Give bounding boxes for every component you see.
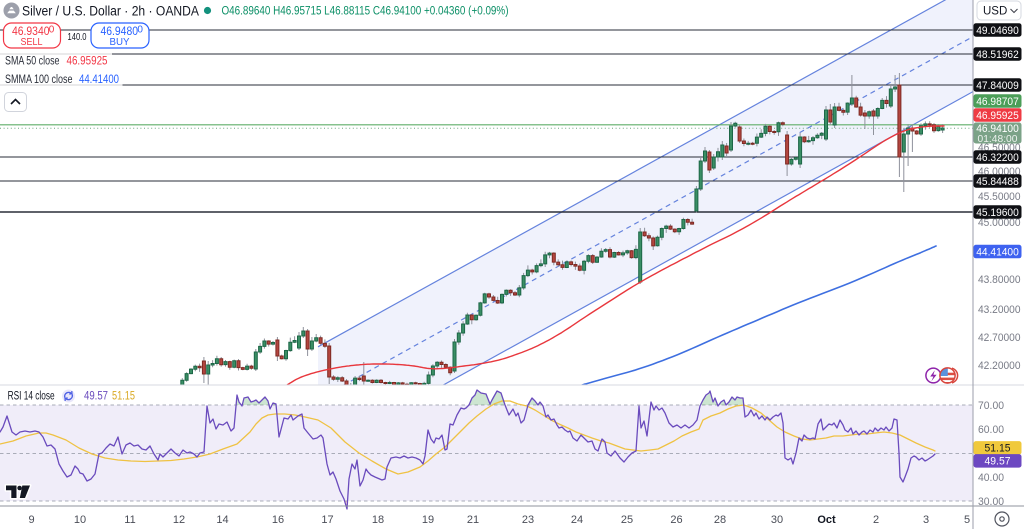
svg-text:O46.89640 H46.95715 L46.88115: O46.89640 H46.95715 L46.88115 C46.94100 … <box>222 6 509 18</box>
svg-text:60.00: 60.00 <box>978 424 1004 436</box>
svg-text:3: 3 <box>923 514 929 526</box>
svg-text:44.41400: 44.41400 <box>976 246 1019 258</box>
svg-text:51.15: 51.15 <box>985 443 1011 455</box>
svg-text:01:48:00: 01:48:00 <box>978 134 1018 145</box>
svg-text:24: 24 <box>571 514 583 526</box>
svg-text:48.51962: 48.51962 <box>976 49 1019 61</box>
svg-text:45.50000: 45.50000 <box>978 191 1021 203</box>
svg-text:17: 17 <box>321 514 333 526</box>
svg-text:49.57: 49.57 <box>985 456 1011 468</box>
svg-text:46.9480: 46.9480 <box>101 26 139 38</box>
svg-text:46.95925: 46.95925 <box>67 56 108 68</box>
svg-text:45.00000: 45.00000 <box>978 217 1021 229</box>
svg-text:26: 26 <box>670 514 682 526</box>
svg-text:11: 11 <box>124 514 135 526</box>
svg-text:23: 23 <box>522 514 534 526</box>
svg-text:45.19600: 45.19600 <box>976 207 1019 219</box>
svg-text:43.20000: 43.20000 <box>978 304 1021 316</box>
svg-text:42.20000: 42.20000 <box>978 360 1021 372</box>
svg-text:10: 10 <box>74 514 86 526</box>
svg-text:RSI 14 close: RSI 14 close <box>8 391 55 403</box>
svg-text:21: 21 <box>467 514 479 526</box>
svg-text:19: 19 <box>422 514 434 526</box>
svg-text:70.00: 70.00 <box>978 400 1004 412</box>
svg-text:45.84488: 45.84488 <box>976 176 1019 188</box>
svg-text:18: 18 <box>372 514 384 526</box>
svg-text:46.94100: 46.94100 <box>976 123 1019 135</box>
svg-text:30: 30 <box>771 514 783 526</box>
svg-text:140.0: 140.0 <box>68 31 87 43</box>
svg-text:46.32200: 46.32200 <box>976 152 1019 164</box>
svg-text:46.9340: 46.9340 <box>12 26 50 38</box>
svg-text:SELL: SELL <box>21 37 43 48</box>
svg-text:Oct: Oct <box>817 514 836 526</box>
svg-text:28: 28 <box>714 514 726 526</box>
svg-text:9: 9 <box>28 514 34 526</box>
svg-text:30.00: 30.00 <box>978 496 1004 508</box>
svg-text:14: 14 <box>216 514 228 526</box>
svg-text:51.15: 51.15 <box>112 391 135 403</box>
svg-text:49.04690: 49.04690 <box>976 25 1019 37</box>
svg-text:43.80000: 43.80000 <box>978 274 1021 286</box>
svg-text:SMA 50 close: SMA 50 close <box>5 56 60 68</box>
svg-text:USD: USD <box>983 6 1007 18</box>
svg-text:2: 2 <box>873 514 879 526</box>
svg-text:0: 0 <box>49 25 55 36</box>
svg-text:46.95925: 46.95925 <box>976 110 1019 122</box>
svg-text:0: 0 <box>137 25 143 36</box>
svg-text:42.70000: 42.70000 <box>978 332 1021 344</box>
svg-text:46.98707: 46.98707 <box>976 96 1019 108</box>
svg-text:5: 5 <box>964 514 970 526</box>
svg-text:SMMA 100 close: SMMA 100 close <box>5 74 73 86</box>
svg-text:Silver / U.S. Dollar · 2h · OA: Silver / U.S. Dollar · 2h · OANDA <box>22 4 199 19</box>
svg-text:16: 16 <box>272 514 284 526</box>
svg-text:44.41400: 44.41400 <box>79 74 119 86</box>
svg-text:12: 12 <box>173 514 185 526</box>
svg-text:BUY: BUY <box>110 37 130 48</box>
svg-text:40.00: 40.00 <box>978 472 1004 484</box>
svg-text:47.84009: 47.84009 <box>976 80 1019 92</box>
svg-text:49.57: 49.57 <box>84 391 108 403</box>
svg-text:25: 25 <box>621 514 633 526</box>
